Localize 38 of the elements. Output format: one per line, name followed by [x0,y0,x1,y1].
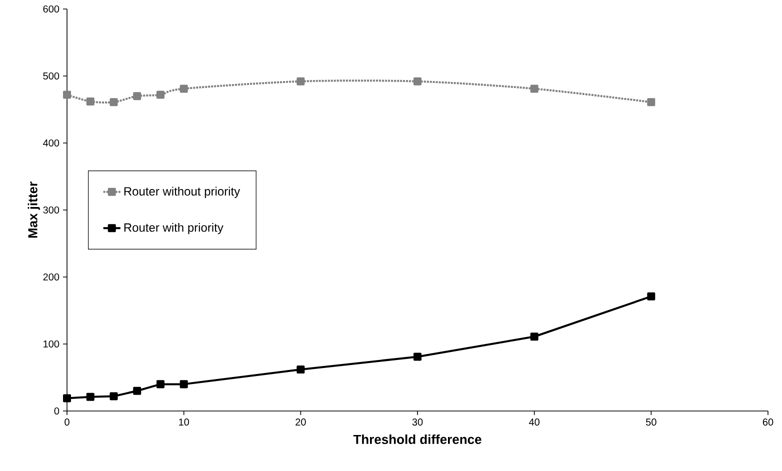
x-tick-label: 30 [412,418,423,426]
point [414,352,422,361]
x-tick-label: 20 [296,418,306,426]
point [86,97,94,106]
x-tick-label: 40 [529,418,540,426]
point [180,380,188,388]
y-tick-label: 200 [43,273,60,281]
point [296,77,305,86]
x-tick-label: 60 [762,418,774,426]
x-axis-title: Threshold difference [353,434,482,444]
point [63,394,72,402]
y-axis-title: Max jitter [28,182,40,238]
point [133,92,142,100]
point [414,77,422,86]
x-tick-label: 10 [179,418,190,426]
y-tick-label: 400 [43,139,60,147]
point [156,380,164,388]
y-tick-label: 300 [43,206,60,214]
point [156,90,164,99]
point [110,392,118,400]
point [86,392,94,401]
y-tick-label: 0 [54,407,60,415]
point [530,332,538,341]
legend-label: Router without priority [124,186,240,198]
legend-label: Router with priority [124,222,224,234]
point [110,98,118,106]
y-tick-label: 600 [43,5,60,13]
y-tick-label: 100 [44,340,60,348]
y-tick-label: 500 [43,72,60,80]
point [647,292,656,300]
x-tick-label: 0 [64,418,70,426]
point [133,386,142,395]
point [180,84,188,93]
point [63,90,72,99]
point [647,98,656,106]
x-tick-label: 50 [646,418,656,426]
point [530,84,538,93]
point [296,365,305,374]
